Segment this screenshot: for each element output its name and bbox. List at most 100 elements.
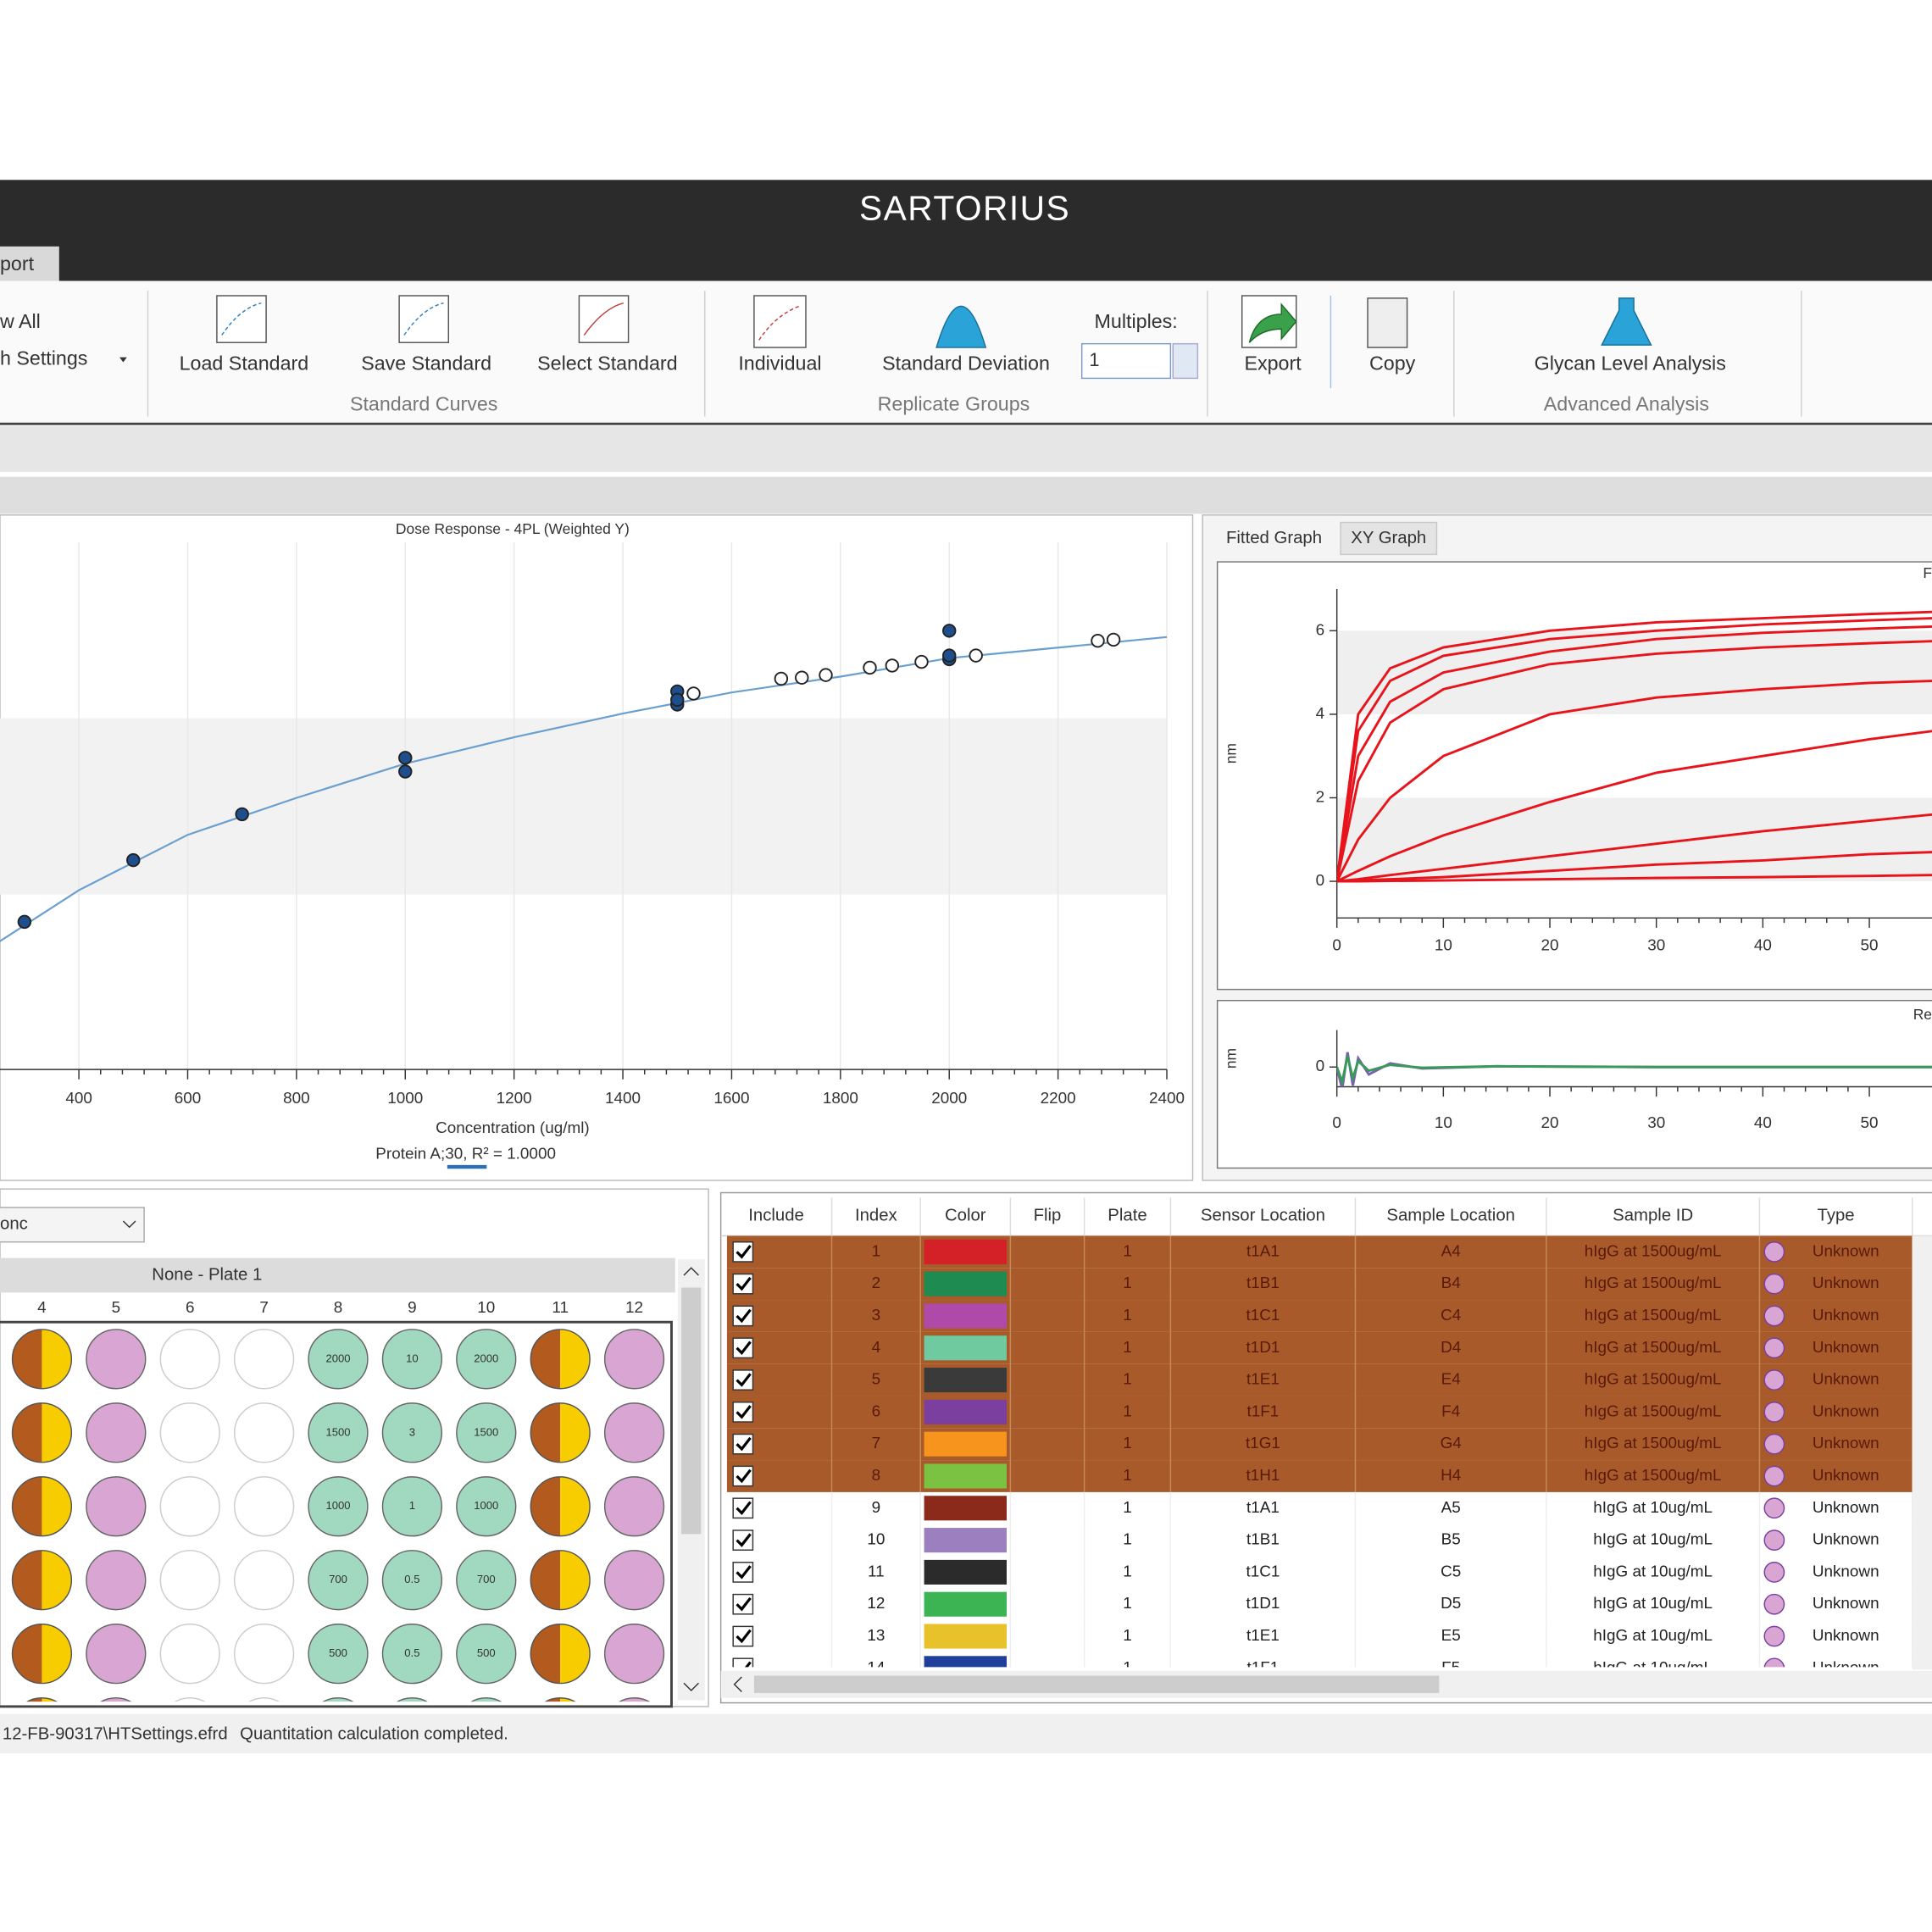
scroll-thumb[interactable] xyxy=(681,1287,702,1535)
checkbox[interactable] xyxy=(732,1305,754,1327)
well[interactable] xyxy=(530,1329,591,1390)
well[interactable] xyxy=(86,1402,147,1463)
well[interactable] xyxy=(603,1329,665,1390)
tab[interactable] xyxy=(0,246,59,281)
well[interactable] xyxy=(603,1624,665,1685)
tab-label[interactable]: XY Graph xyxy=(1351,529,1426,547)
checkbox[interactable] xyxy=(732,1402,754,1423)
well[interactable] xyxy=(456,1550,517,1611)
checkbox[interactable] xyxy=(732,1530,754,1551)
well[interactable] xyxy=(233,1476,295,1537)
well[interactable] xyxy=(11,1329,73,1390)
well[interactable] xyxy=(603,1402,665,1463)
well[interactable] xyxy=(381,1624,443,1685)
well[interactable] xyxy=(13,1697,72,1757)
well[interactable] xyxy=(456,1329,517,1390)
well[interactable] xyxy=(159,1476,220,1537)
well[interactable] xyxy=(456,1476,517,1537)
well[interactable] xyxy=(11,1624,73,1685)
checkbox[interactable] xyxy=(732,1273,754,1295)
checkbox[interactable] xyxy=(732,1433,754,1455)
well[interactable] xyxy=(86,1697,146,1757)
well[interactable] xyxy=(159,1624,220,1685)
button-label[interactable]: Copy xyxy=(1369,353,1416,375)
well[interactable] xyxy=(456,1402,517,1463)
well[interactable] xyxy=(86,1624,147,1685)
checkbox[interactable] xyxy=(732,1465,754,1487)
well[interactable] xyxy=(233,1329,295,1390)
column-header[interactable]: Sample ID xyxy=(1613,1207,1693,1225)
tab[interactable] xyxy=(1340,521,1438,556)
well[interactable] xyxy=(11,1476,73,1537)
selector-value[interactable]: onc xyxy=(0,1215,28,1234)
ribbon-item[interactable]: w All xyxy=(0,310,41,332)
tab-label[interactable]: port xyxy=(0,253,35,275)
ribbon-item[interactable]: h Settings xyxy=(0,347,87,369)
well[interactable] xyxy=(381,1550,443,1611)
well[interactable] xyxy=(381,1329,443,1390)
button-label[interactable]: Export xyxy=(1244,353,1302,375)
column-header[interactable]: Index xyxy=(855,1207,897,1225)
column-header[interactable]: Type xyxy=(1818,1207,1855,1225)
well[interactable] xyxy=(605,1697,664,1757)
checkbox[interactable] xyxy=(732,1369,754,1391)
column-header[interactable]: Plate xyxy=(1108,1207,1146,1225)
spinner[interactable] xyxy=(1172,342,1199,380)
column-header[interactable]: Flip xyxy=(1034,1207,1062,1225)
well[interactable] xyxy=(530,1697,590,1757)
button-label[interactable]: Select Standard xyxy=(537,353,677,375)
well[interactable] xyxy=(381,1476,443,1537)
well[interactable] xyxy=(86,1476,147,1537)
scroll-down[interactable] xyxy=(683,1682,699,1692)
button-label[interactable]: Load Standard xyxy=(180,353,309,375)
well[interactable] xyxy=(308,1624,369,1685)
well[interactable] xyxy=(11,1550,73,1611)
scroll-left[interactable] xyxy=(733,1676,742,1692)
button-label[interactable]: Save Standard xyxy=(361,353,491,375)
button-label[interactable]: Glycan Level Analysis xyxy=(1535,353,1726,375)
h-scroll-thumb[interactable] xyxy=(753,1675,1440,1693)
checkbox[interactable] xyxy=(732,1625,754,1647)
tab[interactable] xyxy=(1219,522,1329,555)
column-header[interactable]: Color xyxy=(945,1207,986,1225)
well[interactable] xyxy=(159,1550,220,1611)
well[interactable] xyxy=(456,1624,517,1685)
checkbox[interactable] xyxy=(732,1593,754,1615)
checkbox[interactable] xyxy=(732,1241,754,1263)
well[interactable] xyxy=(308,1550,369,1611)
well[interactable] xyxy=(233,1402,295,1463)
button-label[interactable]: Individual xyxy=(738,353,821,375)
well[interactable] xyxy=(233,1550,295,1611)
tab-label[interactable]: Fitted Graph xyxy=(1226,529,1322,547)
button-label[interactable]: Standard Deviation xyxy=(882,353,1050,375)
well[interactable] xyxy=(235,1697,294,1757)
column-header[interactable]: Sensor Location xyxy=(1201,1207,1325,1225)
well[interactable] xyxy=(381,1402,443,1463)
well[interactable] xyxy=(159,1329,220,1390)
well[interactable] xyxy=(382,1697,441,1757)
well[interactable] xyxy=(233,1624,295,1685)
well[interactable] xyxy=(308,1402,369,1463)
well[interactable] xyxy=(603,1476,665,1537)
well[interactable] xyxy=(308,1329,369,1390)
multiples-input[interactable] xyxy=(1080,342,1172,380)
v-scrollbar[interactable] xyxy=(1912,1235,1932,1670)
scroll-up[interactable] xyxy=(683,1267,699,1276)
well[interactable] xyxy=(530,1624,591,1685)
column-header[interactable]: Include xyxy=(748,1207,804,1225)
well[interactable] xyxy=(159,1402,220,1463)
checkbox[interactable] xyxy=(732,1337,754,1359)
well[interactable] xyxy=(530,1402,591,1463)
well[interactable] xyxy=(457,1697,516,1757)
well[interactable] xyxy=(11,1402,73,1463)
well[interactable] xyxy=(530,1476,591,1537)
column-header[interactable]: Sample Location xyxy=(1386,1207,1515,1225)
well[interactable] xyxy=(530,1550,591,1611)
well[interactable] xyxy=(308,1476,369,1537)
checkbox[interactable] xyxy=(732,1497,754,1519)
multiples-value[interactable]: 1 xyxy=(1089,349,1099,370)
well[interactable] xyxy=(86,1329,147,1390)
well[interactable] xyxy=(603,1550,665,1611)
well[interactable] xyxy=(308,1697,368,1757)
well[interactable] xyxy=(86,1550,147,1611)
